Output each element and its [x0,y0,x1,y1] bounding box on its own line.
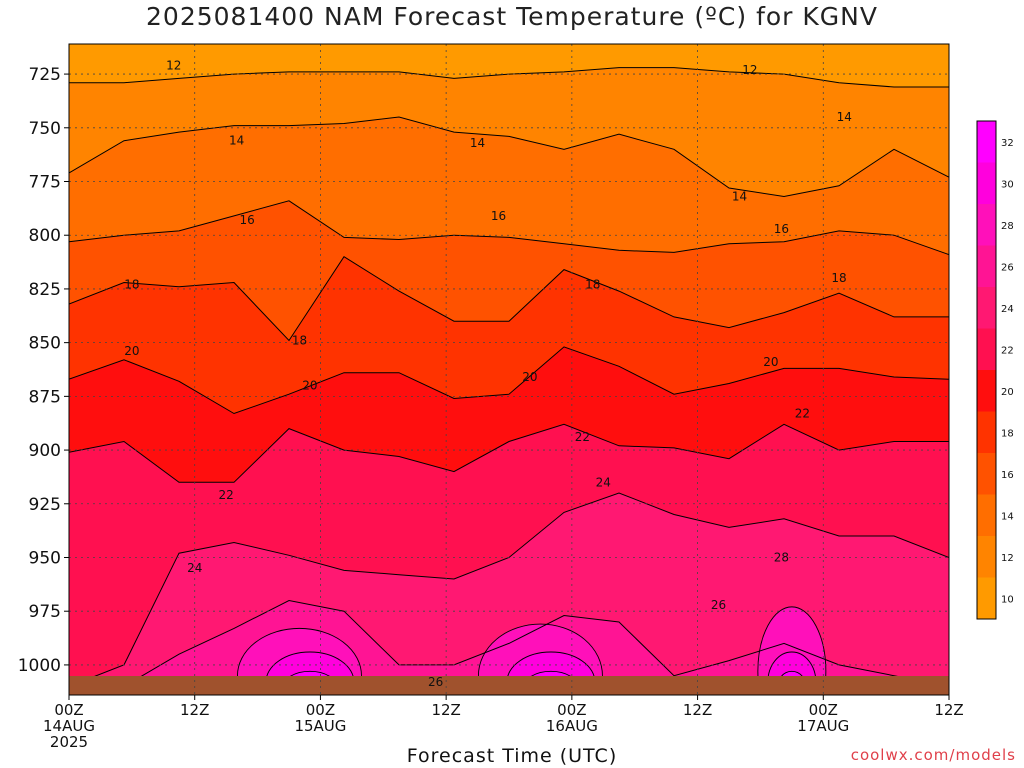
colorbar-swatch [977,245,996,287]
y-tick-label: 950 [29,548,61,568]
colorbar-swatch [977,453,996,495]
contour-label: 28 [774,550,789,564]
colorbar-tick-label: 10 [1001,594,1014,605]
colorbar-tick-label: 12 [1001,553,1014,564]
x-tick-label: 12Z [180,701,209,719]
contour-label: 26 [428,675,443,689]
y-tick-label: 825 [29,280,61,300]
x-tick-label: 16AUG [546,717,598,735]
contour-label: 18 [585,278,600,292]
colorbar-tick-label: 14 [1001,511,1014,522]
isotherm-layer [69,67,949,687]
contour-label: 18 [124,278,139,292]
x-tick-label: 00Z [54,701,83,719]
contour-label: 18 [292,333,307,347]
isotherm-26 [69,599,949,687]
contour-label: 22 [219,488,234,502]
colorbar-swatch [977,577,996,619]
contour-label: 14 [837,110,852,124]
colorbar-tick-label: 20 [1001,387,1014,398]
colorbar-tick-label: 22 [1001,345,1014,356]
colorbar-tick-label: 18 [1001,428,1014,439]
isotherm-16 [69,200,949,256]
colorbar-swatch [977,204,996,246]
colorbar-swatch [977,121,996,163]
contour-label: 24 [187,561,202,575]
colorbar-swatch [977,328,996,370]
x-tick-label: 00Z [557,701,586,719]
isotherm-18 [69,256,949,342]
y-tick-label: 750 [29,119,61,139]
x-tick-label: 12Z [934,701,963,719]
isotherm-20 [69,346,949,415]
y-tick-label: 900 [29,441,61,461]
colorbar-tick-label: 24 [1001,304,1014,315]
contour-label: 20 [763,355,778,369]
contour-label: 22 [795,407,810,421]
y-axis: 725 750 775 800 825 850 875 900 925 950 975 1000 [18,65,69,676]
contour-label: 22 [575,430,590,444]
x-tick-label: 00Z [306,701,335,719]
isotherm-24 [69,492,949,687]
contour-label: 16 [239,213,254,227]
x-tick-label: 12Z [431,701,460,719]
y-tick-label: 975 [29,602,61,622]
contour-label: 20 [124,344,139,358]
x-tick-label: 14AUG [43,717,95,735]
colorbar-frame [976,120,997,620]
x-tick-label: 17AUG [797,717,849,735]
y-tick-label: 875 [29,387,61,407]
x-axis-label: Forecast Time (UTC) [406,745,618,767]
plot-frame [68,43,950,696]
x-tick-label: 12Z [683,701,712,719]
y-tick-label: 1000 [18,656,61,676]
x-tick-label: 00Z [809,701,838,719]
ground-layer [69,676,949,695]
contour-label: 12 [166,58,181,72]
contour-label: 18 [831,271,846,285]
y-tick-label: 775 [29,173,61,193]
contour-label: 16 [491,209,506,223]
contour-label-layer: 12 12 14 14 14 14 16 16 16 18 18 18 18 20 20 20 20 22 22 22… [124,58,852,689]
contour-label: 12 [742,63,757,77]
contour-label: 14 [229,134,244,148]
colorbar-swatch [977,162,996,204]
contour-label: 20 [522,370,537,384]
chart-title: 2025081400 NAM Forecast Temperature (ºC)… [146,2,878,31]
colorbar-swatch [977,287,996,329]
ground-surface [69,676,949,695]
x-tick-label: 15AUG [294,717,346,735]
contour-label: 26 [711,598,726,612]
colorbar-tick-label: 16 [1001,470,1014,481]
colorbar-swatch [977,370,996,412]
contour-label: 14 [732,190,747,204]
colorbar-tick-label: 30 [1001,179,1014,190]
temperature-fill-layer [69,44,949,695]
contour-label: 20 [302,379,317,393]
credit-link[interactable]: coolwx.com/models [850,746,1016,764]
contour-label: 24 [596,475,611,489]
colorbar-tick-label: 32 [1001,138,1014,149]
colorbar-swatch [977,494,996,536]
x-tick-label: 2025 [50,733,88,751]
y-tick-label: 850 [29,334,61,354]
isotherm-14 [69,116,949,198]
y-tick-label: 925 [29,495,61,515]
colorbar-swatch [977,411,996,453]
isotherm-22 [69,423,949,483]
contour-label: 16 [774,222,789,236]
colorbar-tick-label: 26 [1001,262,1014,273]
isotherm-12 [69,67,949,88]
colorbar-tick-label: 28 [1001,221,1014,232]
colorbar-swatch [977,536,996,578]
contour-label: 14 [470,136,485,150]
y-tick-label: 725 [29,65,61,85]
y-tick-label: 800 [29,226,61,246]
colorbar: 10 12 14 16 18 20 22 24 26 28 30 32 [976,120,1014,620]
